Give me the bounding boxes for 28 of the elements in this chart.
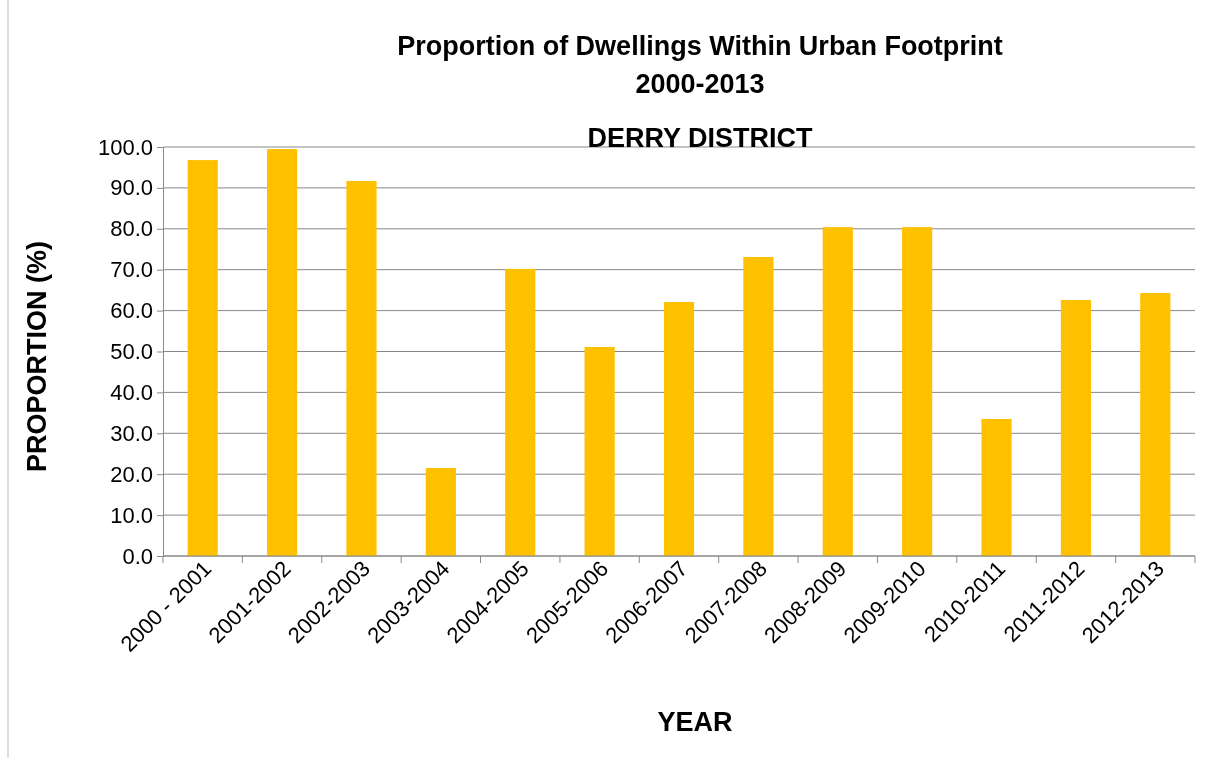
bar	[1140, 293, 1171, 556]
x-axis-title: YEAR	[657, 707, 733, 737]
y-tick-label: 80.0	[110, 216, 153, 242]
y-tick-label: 40.0	[110, 379, 153, 405]
y-tick-label: 20.0	[110, 461, 153, 487]
bar	[584, 347, 615, 556]
bar	[187, 160, 218, 556]
bar	[346, 180, 377, 556]
bar	[425, 468, 456, 556]
bar	[743, 257, 774, 556]
bar	[822, 227, 853, 556]
y-axis-title: PROPORTION (%)	[22, 240, 52, 473]
bar	[266, 149, 298, 556]
y-tick-label: 60.0	[110, 298, 153, 324]
chart-title: Proportion of Dwellings Within Urban Footprint 2000-2013	[397, 31, 1003, 99]
y-tick-label: 10.0	[110, 502, 153, 528]
y-tick-label: 90.0	[110, 175, 153, 201]
bar	[981, 418, 1012, 556]
y-tick-label: 30.0	[110, 420, 153, 446]
bar	[663, 302, 695, 556]
chart-subtitle: DERRY DISTRICT	[587, 123, 814, 153]
y-tick-label: 50.0	[110, 339, 153, 365]
bar	[505, 268, 536, 556]
y-tick-label: 0.0	[122, 543, 153, 569]
bar	[902, 227, 933, 556]
bar	[1060, 299, 1092, 556]
y-tick-label: 100.0	[97, 134, 153, 160]
y-tick-label: 70.0	[110, 257, 153, 283]
